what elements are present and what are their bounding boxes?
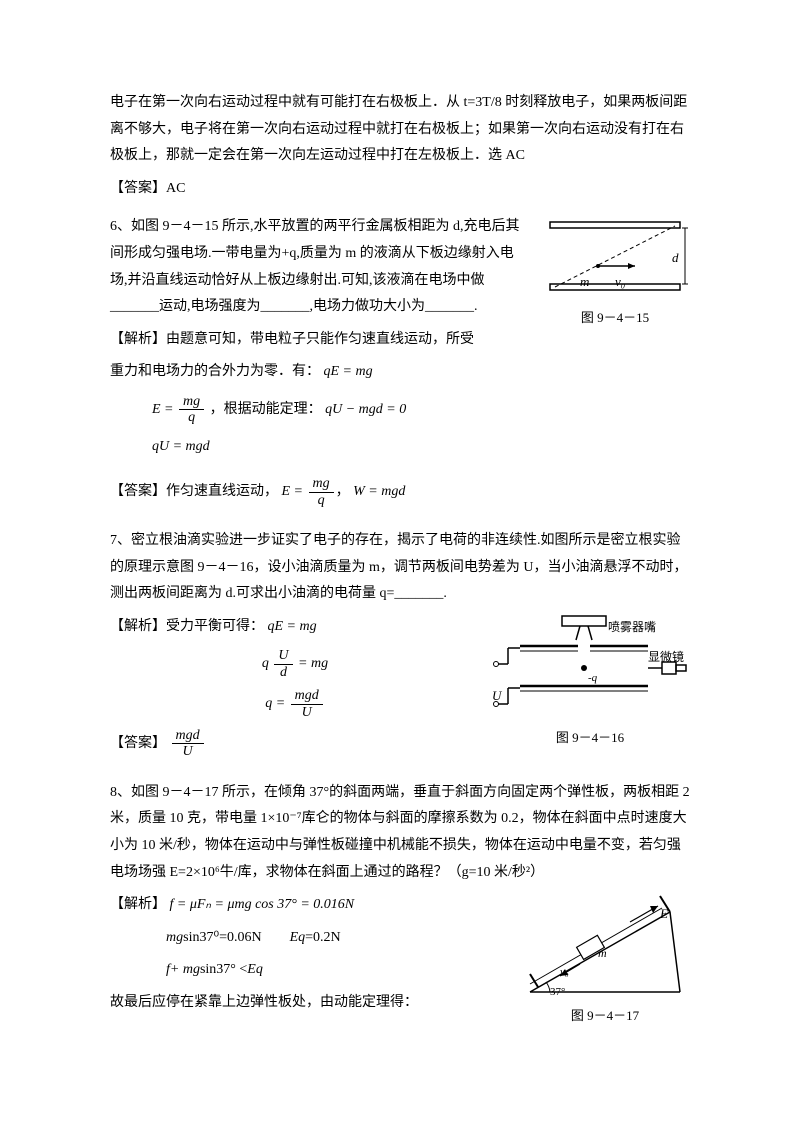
q6-explain-2: 重力和电场力的合外力为零．有： qE = mg — [110, 359, 530, 386]
q7-figure: 喷雾器嘴 显微镜 U -q 图 9－4－16 — [490, 614, 690, 751]
q7-u-label: U — [492, 684, 501, 709]
q7-eq1: qE = mg — [268, 619, 317, 634]
q6-sep: ， — [336, 484, 350, 499]
q6-ans-w: W = mgd — [353, 484, 405, 499]
q6-fig-d: d — [672, 246, 679, 271]
explain-label: 【解析】 — [110, 332, 166, 347]
q6-explain-1: 【解析】由题意可知，带电粒子只能作匀速直线运动，所受 — [110, 327, 530, 354]
q6-title: 6、如图 9－4－15 所示,水平放置的两平行金属板相距为 d,充电后其间形成匀… — [110, 214, 530, 320]
q8-fig-E: E — [660, 902, 668, 927]
q8-l2d: =0.2N — [305, 930, 341, 945]
q8-fig-v: v₀ — [560, 962, 569, 983]
q6-eq3-line: qU = mgd — [152, 434, 530, 461]
q8-figure: E m v₀ 37° 图 9－4－17 — [520, 892, 690, 1029]
explain-label: 【解析】 — [110, 897, 166, 912]
q7-scope-label: 显微镜 — [648, 646, 684, 669]
q7-explain: 【解析】受力平衡可得： qE = mg — [110, 614, 480, 641]
q6-eq2-pre: ，根据动能定理： — [210, 402, 322, 417]
q8-line3: f+ mgsin37° <Eq — [166, 957, 510, 984]
q8-l2c: Eq — [290, 930, 306, 945]
answer-value: AC — [166, 181, 185, 196]
q8-fig-m: m — [598, 942, 607, 965]
q8-l3c: Eq — [247, 962, 263, 977]
q8-caption: 图 9－4－17 — [520, 1004, 690, 1029]
q8-explain-2: 故最后应停在紧靠上边弹性板处，由动能定理得： — [110, 990, 510, 1017]
q8-l2b: sin37⁰=0.06N — [183, 930, 261, 945]
q6-caption: 图 9－4－15 — [540, 306, 690, 331]
q7-nozzle-label: 喷雾器嘴 — [608, 616, 656, 639]
q8-l2a: mg — [166, 930, 183, 945]
q8-l3b: sin37° < — [200, 962, 247, 977]
q7-q-label: -q — [588, 668, 597, 689]
q6-exp-text1: 由题意可知，带电粒子只能作匀速直线运动，所受 — [166, 332, 474, 347]
q6-eq3: qU = mgd — [152, 439, 210, 454]
q6-fig-v: v₀ — [615, 270, 625, 295]
q7-exp1: 受力平衡可得： — [166, 619, 264, 634]
intro-paragraph: 电子在第一次向右运动过程中就有可能打在右极板上．从 t=3T/8 时刻释放电子，… — [110, 90, 690, 170]
answer-label: 【答案】 — [110, 736, 166, 751]
q7-title: 7、密立根油滴实验进一步证实了电子的存在，揭示了电荷的非连续性.如图所示是密立根… — [110, 528, 690, 608]
q6-answer: 【答案】作匀速直线运动， E = mgq， W = mgd — [110, 476, 530, 508]
intro-answer: 【答案】AC — [110, 176, 690, 203]
q6-ans-text: 作匀速直线运动， — [166, 484, 278, 499]
q7-caption: 图 9－4－16 — [490, 726, 690, 751]
q8-fig-angle: 37° — [550, 982, 565, 1003]
q8-eq1: f = μFₙ = μmg cos 37° = 0.016N — [170, 897, 355, 912]
q6-eq2: qU − mgd = 0 — [325, 402, 406, 417]
q6-exp-text2: 重力和电场力的合外力为零．有： — [110, 364, 320, 379]
q8-explain-line1: 【解析】 f = μFₙ = μmg cos 37° = 0.016N — [110, 892, 510, 919]
q6-eq1: qE = mg — [324, 364, 373, 379]
q6-fig-m: m — [580, 270, 589, 295]
explain-label: 【解析】 — [110, 619, 166, 634]
q7-eq2: q Ud = mg — [110, 648, 480, 680]
answer-label: 【答案】 — [110, 181, 166, 196]
answer-label: 【答案】 — [110, 484, 166, 499]
q8-line2: mgsin37⁰=0.06N Eq=0.2N — [166, 925, 510, 952]
q7-answer: 【答案】 mgdU — [110, 728, 480, 760]
q8-title: 8、如图 9－4－17 所示，在倾角 37°的斜面两端，垂直于斜面方向固定两个弹… — [110, 780, 690, 886]
q6-eq2-line: E = mgq ，根据动能定理： qU − mgd = 0 — [152, 394, 530, 426]
q8-l3a: f+ mg — [166, 962, 200, 977]
q6-figure: m v₀ d 图 9－4－15 — [540, 214, 690, 331]
q7-eq3: q = mgdU — [110, 688, 480, 720]
